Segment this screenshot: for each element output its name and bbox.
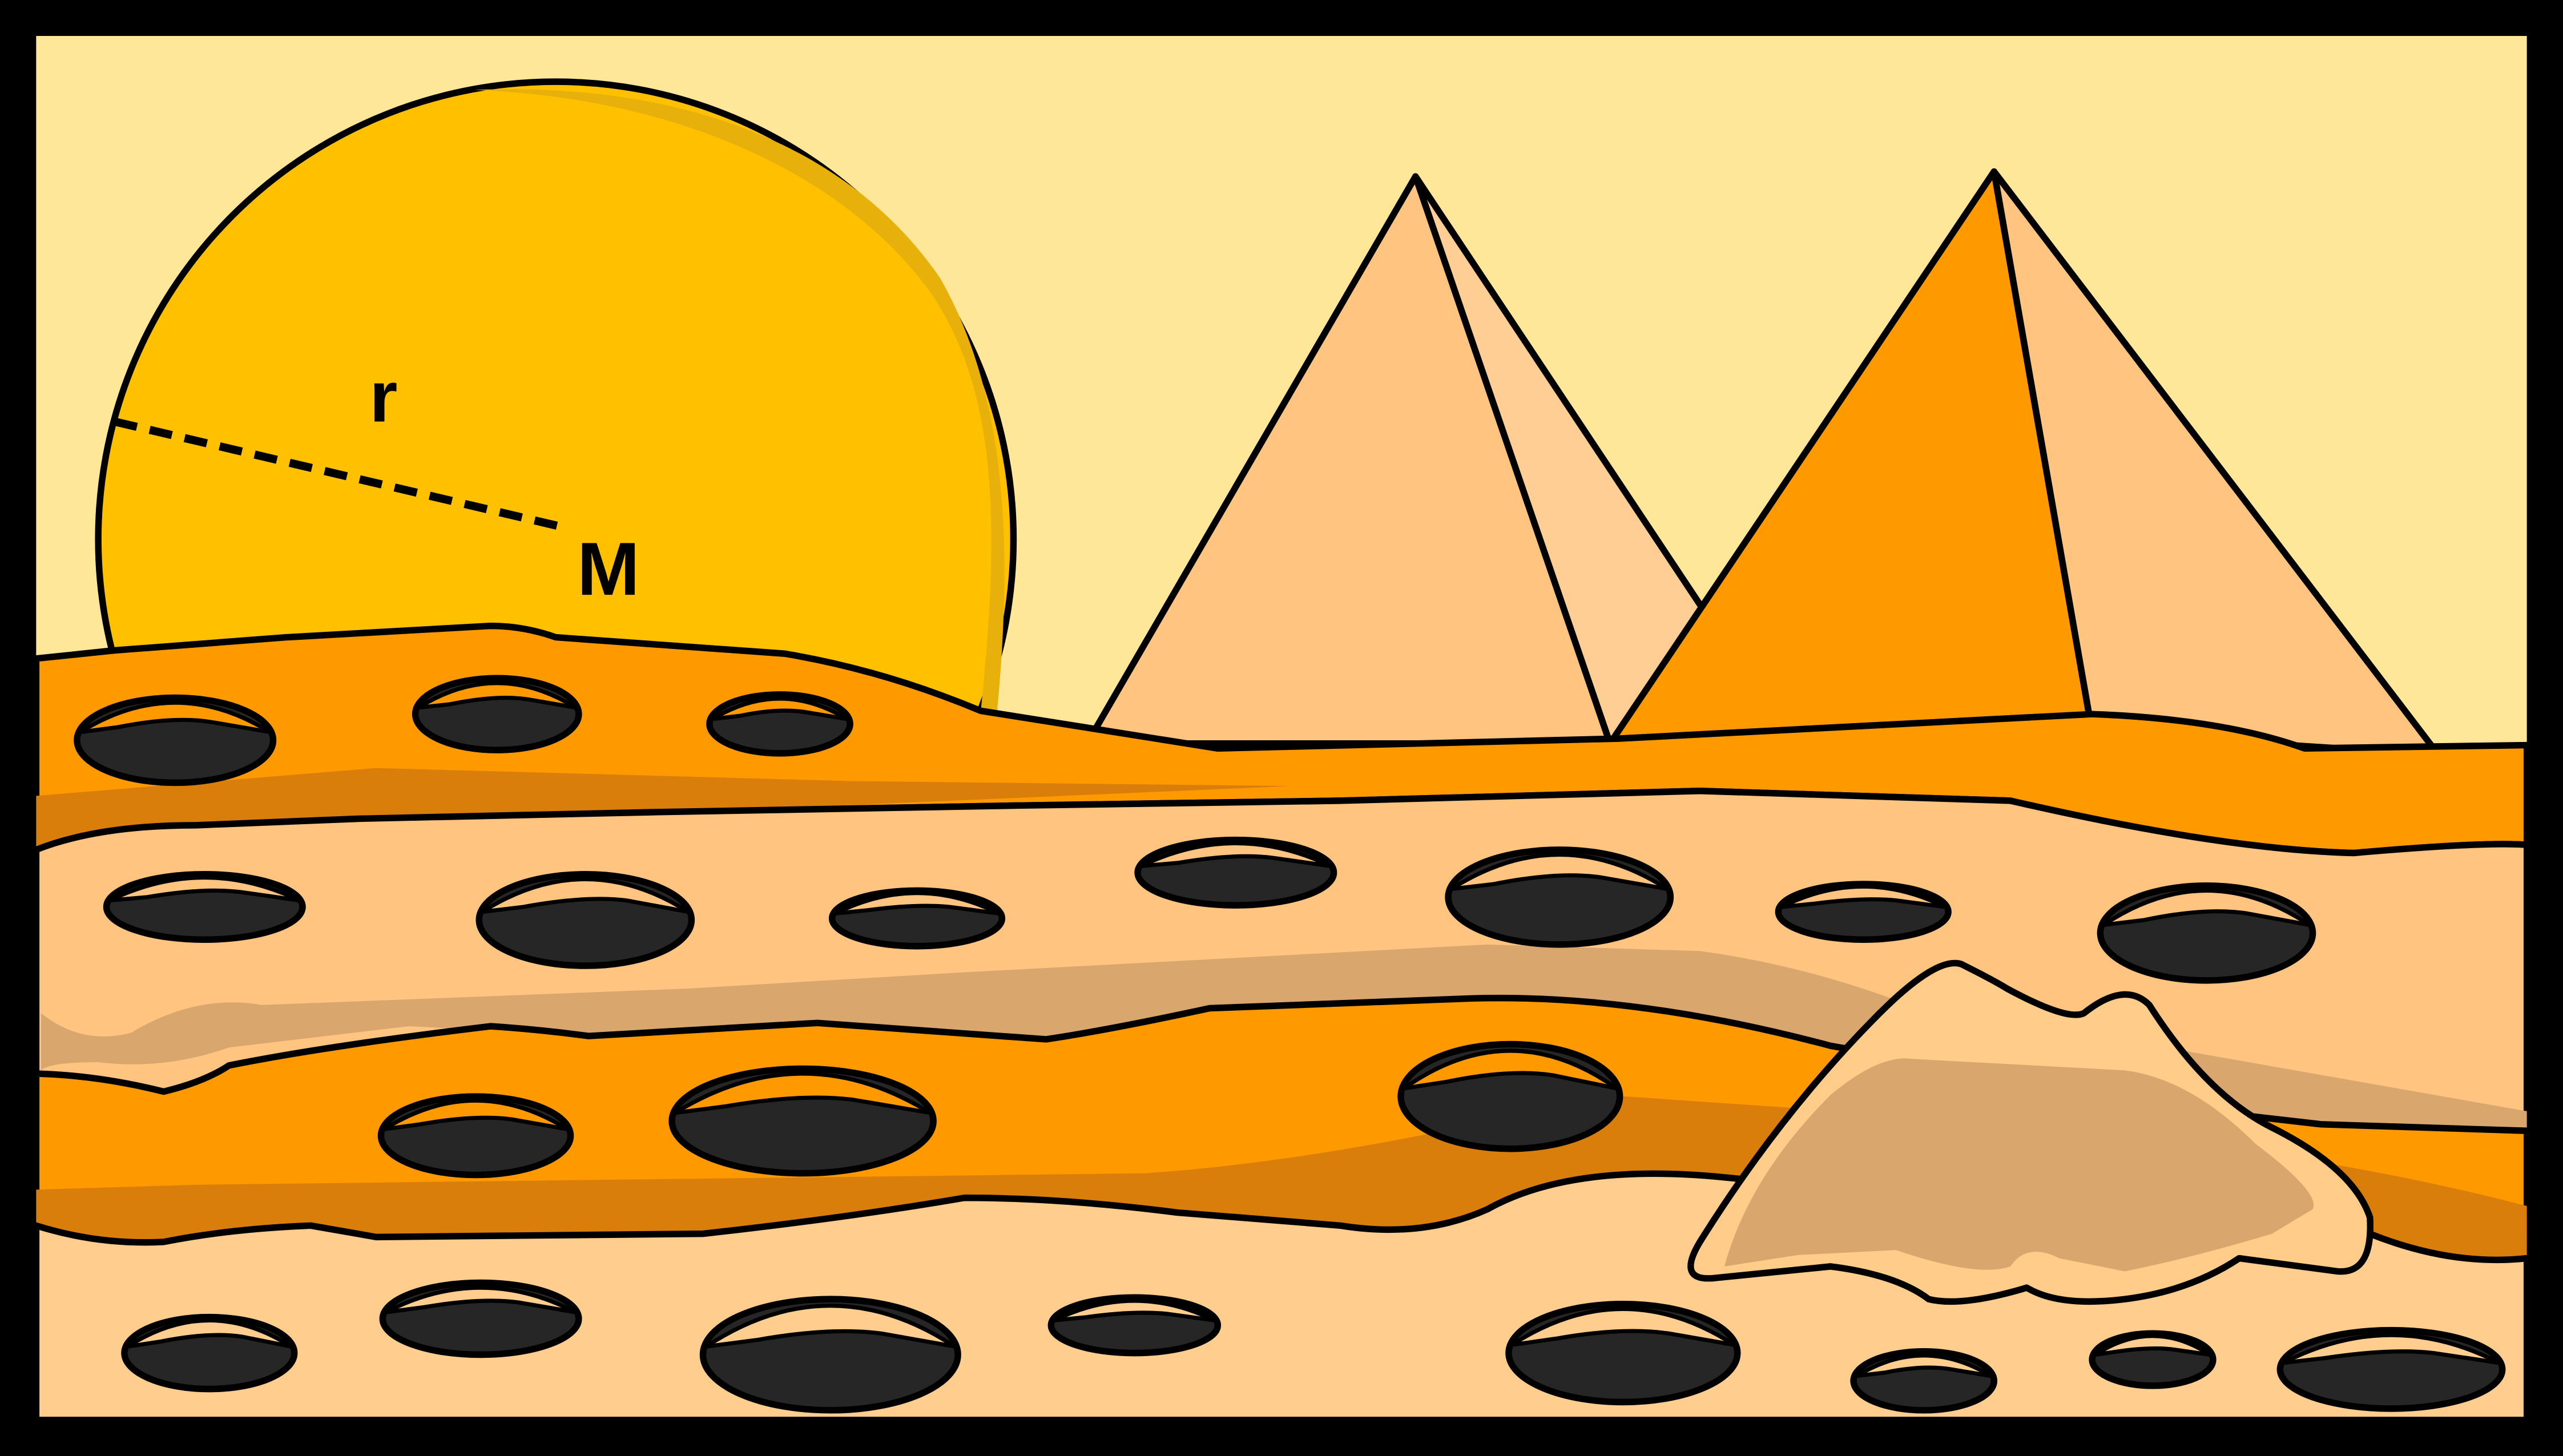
hole (2089, 1330, 2217, 1389)
hole (377, 1093, 574, 1179)
hole (1775, 881, 1952, 943)
hole (1047, 1294, 1222, 1357)
hole (379, 1279, 582, 1358)
hole (2276, 1326, 2506, 1412)
center-label: M (577, 527, 640, 611)
hole (412, 675, 582, 753)
hole (1134, 836, 1337, 909)
rock (1687, 959, 2374, 1305)
pyramids (1083, 168, 2442, 759)
hole (475, 871, 695, 969)
hole (2097, 882, 2316, 984)
hole (1850, 1348, 1998, 1414)
hole (103, 871, 306, 943)
hole (828, 887, 1006, 950)
hole (121, 1313, 298, 1393)
radius-line (114, 417, 561, 530)
hole (668, 1065, 937, 1177)
hole (699, 1296, 961, 1414)
muted-sand-streak (41, 944, 2527, 1128)
radius-label: r (369, 357, 397, 437)
hole (1397, 1040, 1623, 1152)
rock-shade (1724, 1058, 2314, 1272)
hole (1445, 846, 1674, 948)
hole (74, 694, 277, 787)
holes (74, 675, 2506, 1414)
hole (1505, 1301, 1741, 1406)
hole (706, 691, 853, 757)
